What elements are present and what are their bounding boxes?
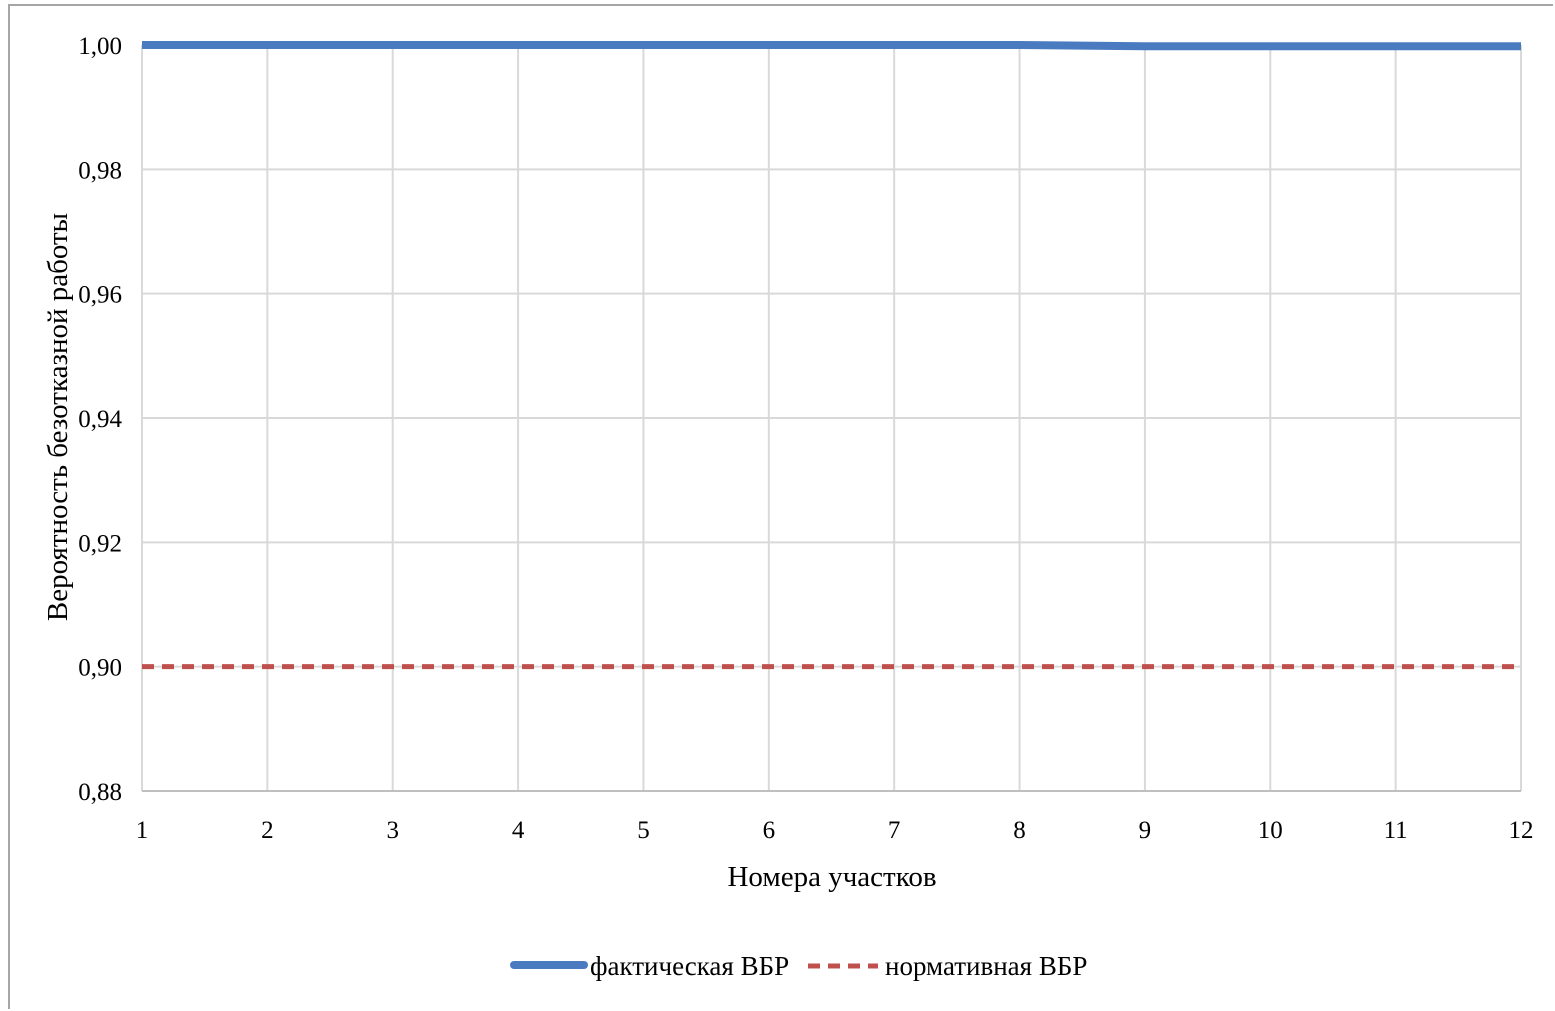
y-tick-label: 0,88 xyxy=(78,779,122,806)
x-tick-label: 5 xyxy=(637,817,650,844)
x-tick-label: 4 xyxy=(512,817,525,844)
chart-frame xyxy=(8,4,1553,1009)
x-tick-label: 9 xyxy=(1139,817,1152,844)
x-tick-label: 12 xyxy=(1509,817,1534,844)
x-tick-label: 7 xyxy=(888,817,901,844)
legend-label-normative: нормативная ВБР xyxy=(885,951,1087,981)
y-tick-label: 1,00 xyxy=(78,33,122,60)
y-tick-label: 0,98 xyxy=(78,157,122,184)
x-tick-labels: 1 2 3 4 5 6 7 8 9 10 11 12 xyxy=(136,817,1534,844)
y-tick-label: 0,90 xyxy=(78,655,122,682)
y-tick-labels: 0,88 0,90 0,92 0,94 0,96 0,98 1,00 xyxy=(78,33,122,806)
x-tick-label: 1 xyxy=(136,817,149,844)
grid-lines xyxy=(141,44,1522,792)
y-tick-label: 0,96 xyxy=(78,282,122,309)
y-axis-title: Вероятность безотказной работы xyxy=(42,213,74,621)
x-axis-title: Номера участков xyxy=(727,861,936,893)
y-tick-label: 0,94 xyxy=(78,406,122,433)
y-tick-label: 0,92 xyxy=(78,530,122,557)
x-tick-label: 8 xyxy=(1013,817,1026,844)
legend: фактическая ВБР нормативная ВБР xyxy=(510,951,1087,981)
legend-label-actual: фактическая ВБР xyxy=(590,951,789,981)
x-tick-label: 11 xyxy=(1384,817,1408,844)
x-tick-label: 3 xyxy=(386,817,399,844)
x-tick-label: 2 xyxy=(261,817,274,844)
x-tick-label: 6 xyxy=(763,817,776,844)
x-tick-label: 10 xyxy=(1258,817,1283,844)
series-line-actual xyxy=(142,41,1521,51)
series-lines xyxy=(142,41,1521,670)
